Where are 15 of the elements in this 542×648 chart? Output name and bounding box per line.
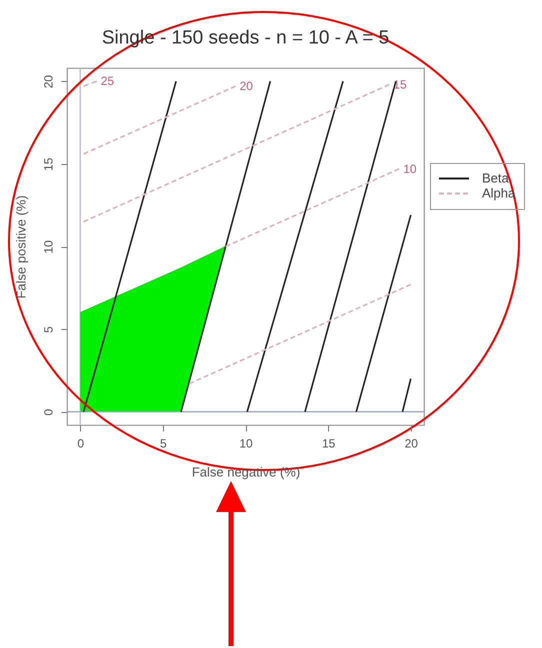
y-tick-label: 0 <box>42 408 56 416</box>
x-tick-label: 10 <box>239 436 253 450</box>
y-tick-label: 15 <box>42 157 56 172</box>
x-tick-label: 5 <box>160 436 168 450</box>
y-axis-title: False positive (%) <box>14 195 28 299</box>
annotation: 20 <box>240 79 254 94</box>
annotation: 10 <box>403 162 417 176</box>
y-tick-label: 5 <box>42 326 56 333</box>
y-tick-label: 20 <box>42 74 56 88</box>
legend-label: Beta <box>482 170 510 186</box>
x-tick-label: 20 <box>404 436 418 450</box>
x-tick-label: 0 <box>77 436 84 450</box>
x-tick-label: 15 <box>322 436 336 450</box>
y-tick-label: 10 <box>42 240 56 254</box>
annotation: 25 <box>100 74 114 88</box>
